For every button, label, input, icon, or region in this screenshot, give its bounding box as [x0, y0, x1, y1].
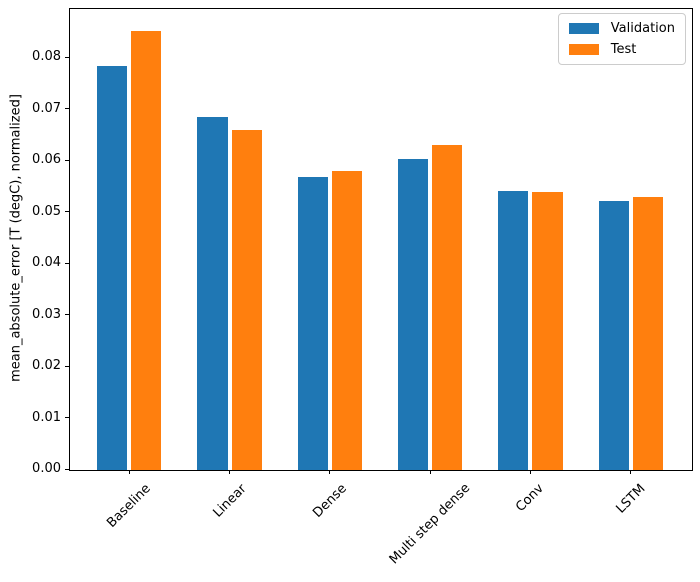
y-tick-label: 0.05 [32, 203, 61, 219]
x-tick-label: Linear [209, 481, 250, 521]
x-tick-label: Multi step dense [386, 481, 474, 568]
bar-baseline-test [131, 31, 162, 470]
bar-multi-step-dense-validation [398, 159, 429, 470]
x-tick-label: Conv [513, 481, 548, 516]
bar-dense-validation [297, 176, 328, 470]
y-tick-label: 0.01 [32, 409, 61, 425]
bar-linear-validation [197, 117, 228, 470]
bar-lstm-validation [598, 201, 629, 470]
bar-conv-test [532, 191, 563, 470]
y-tick-label: 0.07 [32, 100, 61, 116]
y-tick-mark [65, 108, 69, 110]
y-tick-label: 0.08 [32, 49, 61, 65]
y-tick-label: 0.03 [32, 306, 61, 322]
y-tick-label: 0.04 [32, 255, 61, 271]
bar-multi-step-dense-test [432, 145, 463, 470]
x-tick-mark [128, 470, 130, 474]
y-tick-mark [65, 211, 69, 213]
bar-conv-validation [498, 190, 529, 470]
y-tick-mark [65, 468, 69, 470]
x-tick-mark [429, 470, 431, 474]
legend: Validation Test [557, 13, 686, 65]
x-tick-mark [529, 470, 531, 474]
legend-swatch-test [568, 44, 599, 55]
x-tick-mark [329, 470, 331, 474]
y-tick-label: 0.00 [32, 461, 61, 476]
legend-entry-validation: Validation [568, 21, 675, 36]
bar-baseline-validation [97, 66, 128, 470]
y-axis-label: mean_absolute_error [T (degC), normalize… [8, 94, 24, 382]
y-tick-mark [65, 159, 69, 161]
y-tick-mark [65, 262, 69, 264]
x-tick-label: LSTM [613, 481, 649, 517]
y-tick-mark [65, 417, 69, 419]
y-tick-mark [65, 56, 69, 58]
x-tick-label: Dense [310, 481, 350, 521]
y-tick-label: 0.06 [32, 152, 61, 168]
bar-dense-test [331, 171, 362, 470]
y-tick-label: 0.02 [32, 358, 61, 374]
legend-label-test: Test [610, 42, 637, 57]
y-tick-mark [65, 365, 69, 367]
x-tick-mark [630, 470, 632, 474]
legend-entry-test: Test [568, 42, 675, 57]
plot-area [69, 8, 693, 471]
legend-label-validation: Validation [610, 21, 675, 36]
x-tick-label: Baseline [104, 481, 154, 531]
x-tick-mark [229, 470, 231, 474]
legend-swatch-validation [568, 23, 599, 34]
bar-lstm-test [632, 196, 663, 470]
y-tick-mark [65, 314, 69, 316]
bar-linear-test [231, 129, 262, 470]
